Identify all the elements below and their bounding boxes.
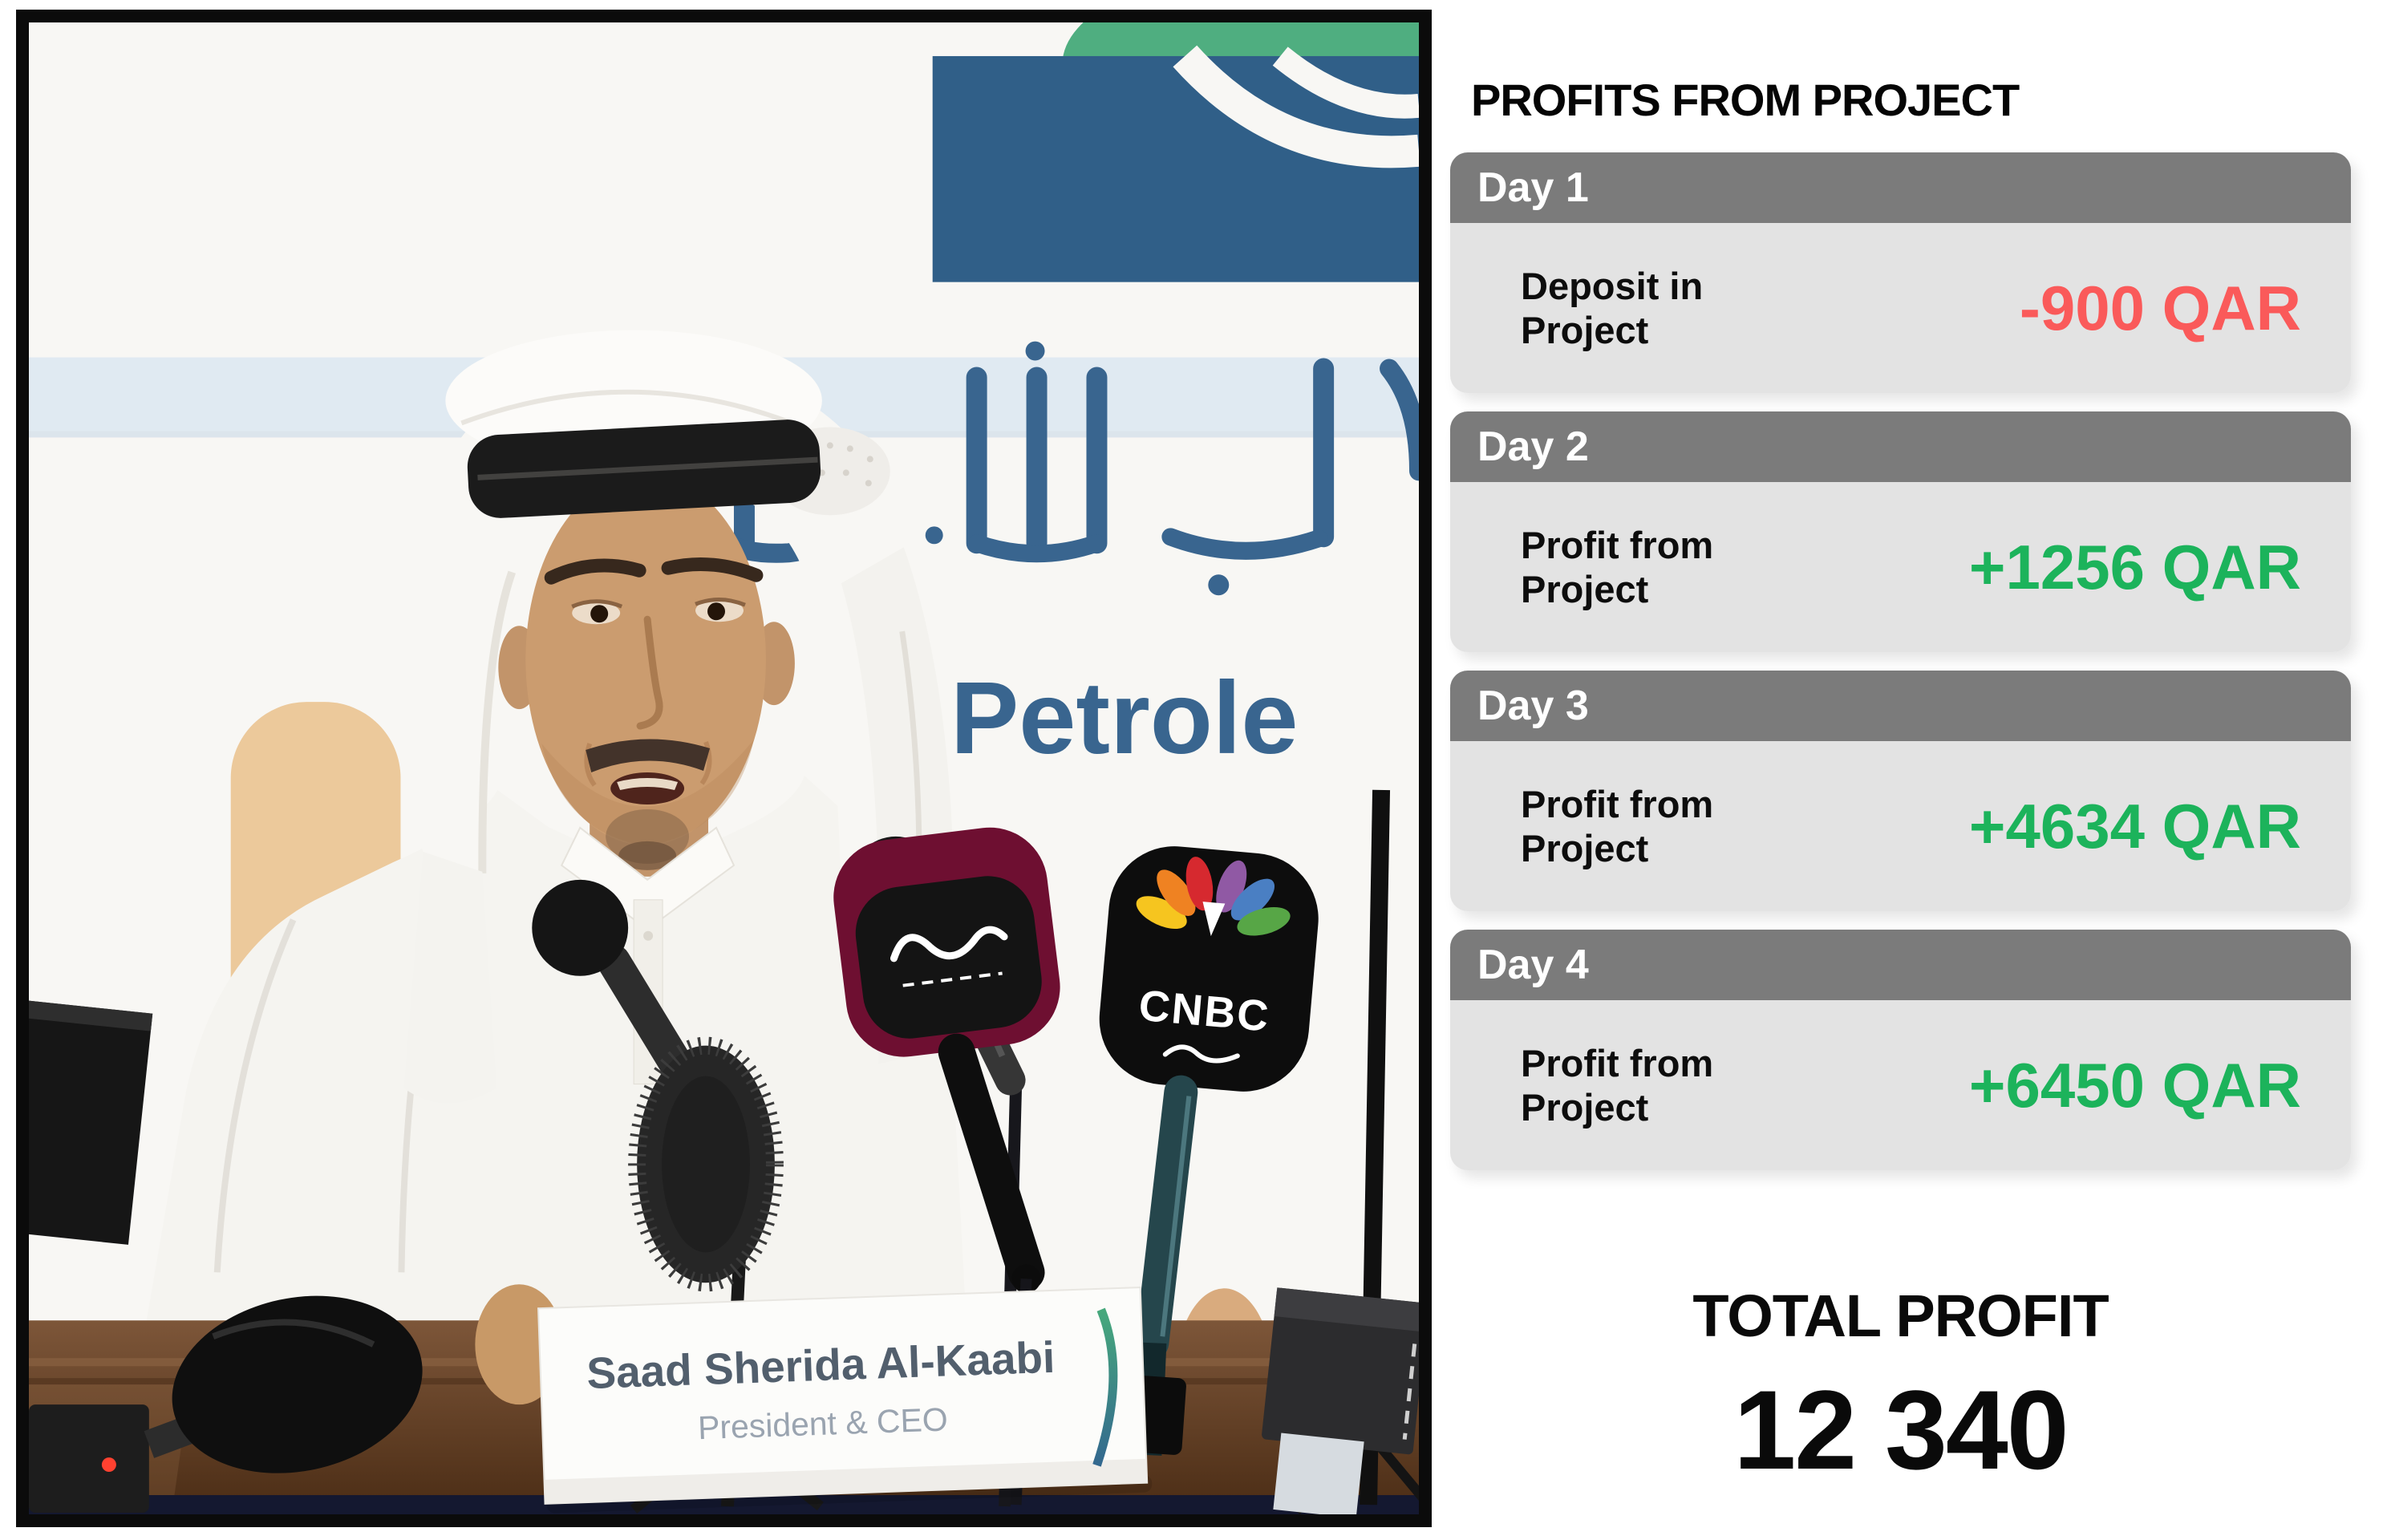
cnbc-label: CNBC [1137, 982, 1271, 1041]
day-card-1-label: Deposit in Project [1521, 264, 1704, 351]
eyebrow [661, 557, 764, 582]
nameplate-swoosh [1092, 1307, 1118, 1467]
qatar-arabic-logo [890, 926, 1008, 962]
cnbc-microphone: CNBC [1099, 846, 1319, 1456]
eye [707, 602, 725, 621]
mustache [586, 739, 711, 772]
day-card-1-header: Day 1 [1450, 152, 2351, 223]
day-card-4-value: +6450 QAR [1968, 1049, 2301, 1121]
nameplate: Saad Sherida Al-Kaabi President & CEO [537, 1287, 1153, 1514]
logo-wave-curve [1272, 47, 1419, 119]
day-card-3-label: Profit from Project [1521, 782, 1714, 869]
day-card-1-body: Deposit in Project -900 QAR [1450, 223, 2351, 393]
day-card-1-value: -900 QAR [2019, 272, 2301, 343]
press-photo: r Petrole [16, 10, 1432, 1527]
day-cards: Day 1 Deposit in Project -900 QAR Day 2 … [1450, 152, 2351, 1170]
day-card-3-body: Profit from Project +4634 QAR [1450, 741, 2351, 911]
logo-latin-wordmark: r Petrole [882, 661, 1299, 776]
side-monitor [29, 1000, 153, 1245]
day-card-2-label: Profit from Project [1521, 523, 1714, 610]
nbc-peacock-icon [1136, 857, 1291, 937]
logo-wave-curve [1173, 45, 1419, 168]
black-agal-band [467, 419, 821, 518]
total-profit-label: TOTAL PROFIT [1692, 1283, 2109, 1349]
recorder-microphone [29, 1295, 423, 1514]
equipment-screen [1273, 1433, 1364, 1514]
eyebrow [544, 558, 646, 585]
recording-light [101, 1457, 116, 1473]
day-card-3-value: +4634 QAR [1968, 790, 2301, 861]
day-card-4-header: Day 4 [1450, 930, 2351, 1000]
day-card-2-body: Profit from Project +1256 QAR [1450, 482, 2351, 652]
cnbc-arabic-label [1162, 1044, 1240, 1064]
day-card-4-body: Profit from Project +6450 QAR [1450, 1000, 2351, 1170]
panel-title: PROFITS FROM PROJECT [1471, 75, 2020, 125]
mic-foam-ball [532, 879, 629, 976]
press-photo-illustration: r Petrole [29, 22, 1419, 1514]
total-profit-value: 12 340 [1733, 1367, 2069, 1493]
day-card-4: Day 4 Profit from Project +6450 QAR [1450, 930, 2351, 1170]
day-card-4-label: Profit from Project [1521, 1041, 1714, 1129]
day-card-2: Day 2 Profit from Project +1256 QAR [1450, 411, 2351, 652]
profits-panel: PROFITS FROM PROJECT Day 1 Deposit in Pr… [1450, 0, 2351, 1540]
day-card-3-header: Day 3 [1450, 671, 2351, 741]
day-card-3: Day 3 Profit from Project +4634 QAR [1450, 671, 2351, 911]
day-card-2-value: +1256 QAR [1968, 531, 2301, 602]
eye [590, 605, 609, 623]
facial-features [544, 557, 764, 870]
windscreen-microphone [628, 1036, 784, 1292]
camera-rig [1262, 789, 1419, 1514]
nameplate-title: President & CEO [697, 1400, 948, 1446]
audio-recorder [29, 1404, 149, 1514]
day-card-2-header: Day 2 [1450, 411, 2351, 482]
qatar-tv-microphone [833, 827, 1060, 1506]
ghutra-left-drape [403, 851, 497, 1104]
day-card-1: Day 1 Deposit in Project -900 QAR [1450, 152, 2351, 393]
nose [636, 615, 663, 730]
thobe-collar [560, 826, 736, 931]
